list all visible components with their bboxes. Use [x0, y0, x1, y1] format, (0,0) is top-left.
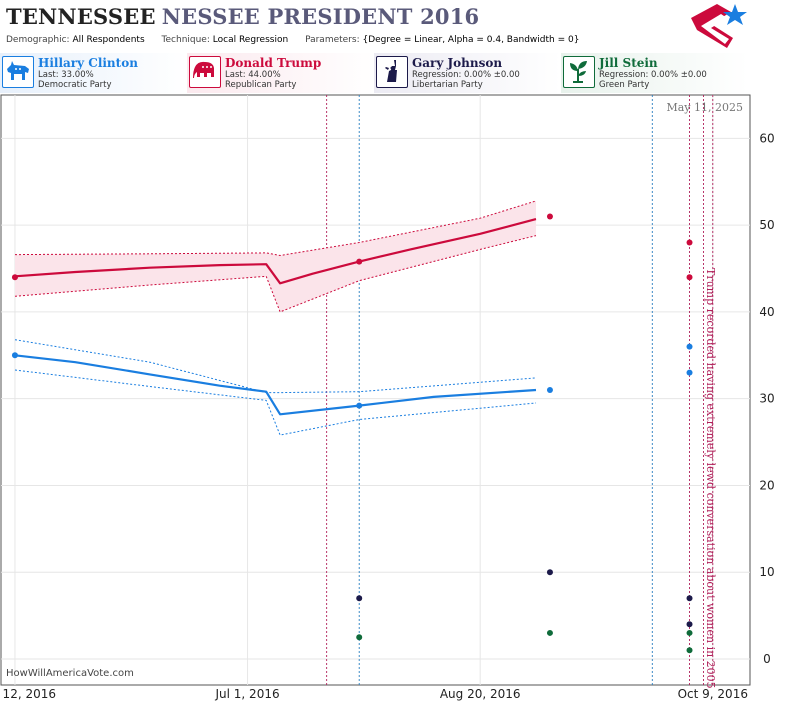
lower-bound-line [14, 235, 537, 313]
parameters-value[interactable]: {Degree = Linear, Alpha = 0.4, Bandwidth… [362, 35, 580, 45]
candidate-stein[interactable]: Jill Stein Regression: 0.00% ±0.00 Green… [561, 53, 748, 93]
elephant-icon [189, 56, 221, 88]
candidate-party: Libertarian Party [412, 80, 483, 90]
candidate-name: Jill Stein [599, 56, 658, 70]
y-tick-label: 10 [759, 565, 774, 579]
race-title: NESSEE PRESIDENT 2016 [161, 4, 480, 29]
y-tick-label: 40 [759, 305, 774, 319]
poll-point [686, 621, 693, 628]
poll-point [686, 629, 693, 636]
upper-bound-line [14, 339, 537, 394]
current-date-label: May 11, 2025 [666, 101, 743, 114]
page-title: TENNESSEE NESSEE PRESIDENT 2016 [6, 4, 479, 29]
poll-point [11, 274, 18, 281]
y-tick-label: 60 [759, 131, 774, 145]
poll-point [686, 647, 693, 654]
parameters-line: Demographic: All Respondents Technique: … [6, 35, 593, 45]
x-tick-label: Jul 1, 2016 [215, 687, 280, 701]
confidence-band-fill [15, 200, 536, 312]
technique-label: Technique: [161, 35, 210, 45]
candidate-trump[interactable]: Donald Trump Last: 44.00% Republican Par… [187, 53, 374, 93]
candidate-clinton[interactable]: Hillary Clinton Last: 33.00% Democratic … [0, 53, 187, 93]
poll-point [546, 569, 553, 576]
poll-point [11, 352, 18, 359]
poll-point [546, 213, 553, 220]
trend-line [14, 354, 537, 416]
poll-point [686, 595, 693, 602]
y-tick-label: 0 [763, 652, 771, 666]
liberty-icon [376, 56, 408, 88]
poll-points [11, 213, 693, 654]
x-tick-label: May 12, 2016 [0, 687, 56, 701]
poll-point [686, 239, 693, 246]
y-tick-label: 50 [759, 218, 774, 232]
candidate-stat: Regression: 0.00% ±0.00 [599, 70, 707, 80]
candidate-name: Hillary Clinton [38, 56, 138, 70]
candidate-stat: Last: 44.00% [225, 70, 281, 80]
candidate-party: Democratic Party [38, 80, 112, 90]
parameters-label: Parameters: [305, 35, 360, 45]
site-url[interactable]: HowWillAmericaVote.com [6, 668, 134, 679]
plant-icon [563, 56, 595, 88]
poll-point [356, 595, 363, 602]
candidate-party: Republican Party [225, 80, 297, 90]
y-tick-label: 30 [759, 392, 774, 406]
poll-point [356, 634, 363, 641]
poll-point [686, 369, 693, 376]
poll-point [546, 629, 553, 636]
candidate-legend: Hillary Clinton Last: 33.00% Democratic … [0, 53, 751, 93]
x-axis-ticks: May 12, 2016 Jul 1, 2016 Aug 20, 2016 Oct 9… [0, 687, 748, 701]
candidate-name: Donald Trump [225, 56, 322, 70]
demographic-value[interactable]: All Respondents [72, 35, 145, 45]
grid-lines [1, 95, 750, 685]
event-annotation: Trump recorded having extremely lewd con… [704, 268, 717, 689]
plot-frame [0, 94, 751, 686]
state-name: TENNESSEE [6, 4, 156, 29]
demographic-label: Demographic: [6, 35, 70, 45]
confidence-bands [14, 200, 537, 436]
technique-value[interactable]: Local Regression [212, 35, 289, 45]
poll-point [356, 258, 363, 265]
poll-point [686, 343, 693, 350]
candidate-name: Gary Johnson [412, 56, 503, 70]
trend-lines [14, 218, 537, 416]
candidate-party: Green Party [599, 80, 650, 90]
x-tick-label: Oct 9, 2016 [678, 687, 748, 701]
x-tick-label: Aug 20, 2016 [440, 687, 521, 701]
y-axis-ticks: 0 10 20 30 40 50 60 [759, 131, 774, 666]
donkey-icon [2, 56, 34, 88]
trend-line [14, 218, 537, 285]
site-logo-icon[interactable] [687, 2, 751, 50]
upper-bound-line [14, 200, 537, 257]
lower-bound-line [14, 369, 537, 436]
poll-point [356, 402, 363, 409]
poll-point [546, 387, 553, 393]
candidate-stat: Regression: 0.00% ±0.00 [412, 70, 520, 80]
candidate-johnson[interactable]: Gary Johnson Regression: 0.00% ±0.00 Lib… [374, 53, 561, 93]
candidate-stat: Last: 33.00% [38, 70, 94, 80]
y-tick-label: 20 [759, 478, 774, 492]
poll-point [686, 274, 693, 281]
